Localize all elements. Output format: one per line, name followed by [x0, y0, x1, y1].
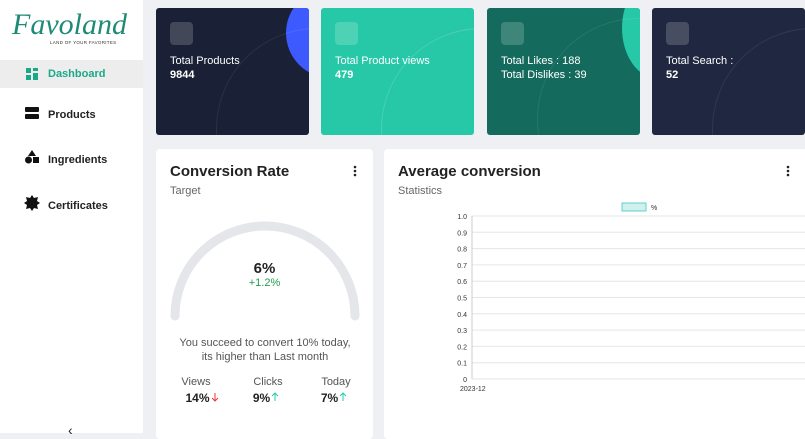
sidebar: Favoland LAND OF YOUR FAVORITES Dashboar…: [0, 0, 143, 438]
stat-value: 7%: [304, 391, 364, 405]
card-line: Total Dislikes : 39: [501, 69, 587, 81]
icon: [26, 68, 38, 80]
nav-dashboard[interactable]: Dashboard: [0, 60, 143, 88]
panel-subtitle: Statistics: [398, 185, 443, 197]
conversion-panel: Conversion Rate Target 6% +1.2% You succ…: [156, 149, 373, 439]
card-line: Total Likes : 188: [501, 55, 581, 67]
card-title: Total Search :: [666, 55, 734, 67]
x-tick-label: 2023-12: [460, 386, 486, 393]
icon: [25, 150, 39, 164]
gauge-change: +1.2%: [248, 277, 281, 289]
nav-certificates[interactable]: Certificates: [0, 192, 143, 220]
logo[interactable]: Favoland: [12, 8, 127, 41]
y-tick-label: 0.8: [457, 247, 467, 254]
stat-label: Clicks: [253, 376, 283, 388]
y-tick-label: 0: [463, 377, 467, 384]
card: Total Likes : 188 Total Dislikes : 39: [487, 8, 640, 135]
y-tick-label: 0.1: [457, 361, 467, 368]
menu-button[interactable]: [785, 165, 791, 177]
stat-value-text: 14%: [185, 391, 210, 405]
panel-title: Average conversion: [398, 163, 541, 180]
y-tick-label: 0.6: [457, 279, 467, 286]
card: Total Products 9844: [156, 8, 309, 135]
panel-subtitle: Target: [170, 185, 201, 197]
legend-swatch: [621, 202, 647, 212]
card: Total Search : 52: [652, 8, 805, 135]
y-tick-label: 0.7: [457, 263, 467, 270]
y-tick-label: 0.9: [457, 230, 467, 237]
stat-value: 9%: [236, 391, 296, 405]
nav-label: Certificates: [48, 200, 108, 212]
logo-tagline: LAND OF YOUR FAVORITES: [50, 40, 117, 45]
stat-label: Views: [181, 376, 211, 388]
stat-value-text: 9%: [252, 391, 271, 405]
icon: [25, 107, 39, 119]
gauge-value: 6%: [253, 260, 276, 277]
y-tick-label: 1.0: [457, 214, 467, 221]
menu-button[interactable]: [352, 165, 358, 177]
gauge: [170, 221, 360, 321]
card-value: 9844: [170, 69, 195, 81]
nav-label: Ingredients: [48, 154, 108, 166]
nav-products[interactable]: Products: [0, 101, 143, 129]
card-value: 479: [335, 69, 354, 81]
message: You succeed to convert 10% today, its hi…: [179, 337, 351, 363]
card-value: 52: [666, 69, 679, 81]
chart: 0 0.1 0.2 0.3 0.4 0.5 0.6 0.7 0.8 0.9 1.0 2023-12%: [457, 202, 805, 393]
legend-label: %: [651, 205, 657, 212]
panel-title: Conversion Rate: [170, 163, 290, 180]
stat-label: Today: [321, 376, 351, 388]
nav-label: Products: [48, 109, 96, 121]
y-tick-label: 0.5: [457, 296, 467, 303]
nav-label: Dashboard: [48, 68, 106, 80]
y-tick-label: 0.4: [457, 312, 467, 319]
icon: [24, 195, 40, 211]
collapse-button[interactable]: ‹: [68, 422, 73, 438]
stat-value: 14%: [172, 391, 232, 405]
stat-value-text: 7%: [320, 391, 339, 405]
nav-ingredients[interactable]: Ingredients: [0, 146, 143, 174]
card-title: Total Product views: [335, 55, 430, 67]
y-tick-label: 0.3: [457, 328, 467, 335]
y-tick-label: 0.2: [457, 344, 467, 351]
card: Total Product views 479: [321, 8, 474, 135]
average-panel: Average conversion Statistics: [384, 149, 805, 439]
card-title: Total Products: [170, 55, 240, 67]
